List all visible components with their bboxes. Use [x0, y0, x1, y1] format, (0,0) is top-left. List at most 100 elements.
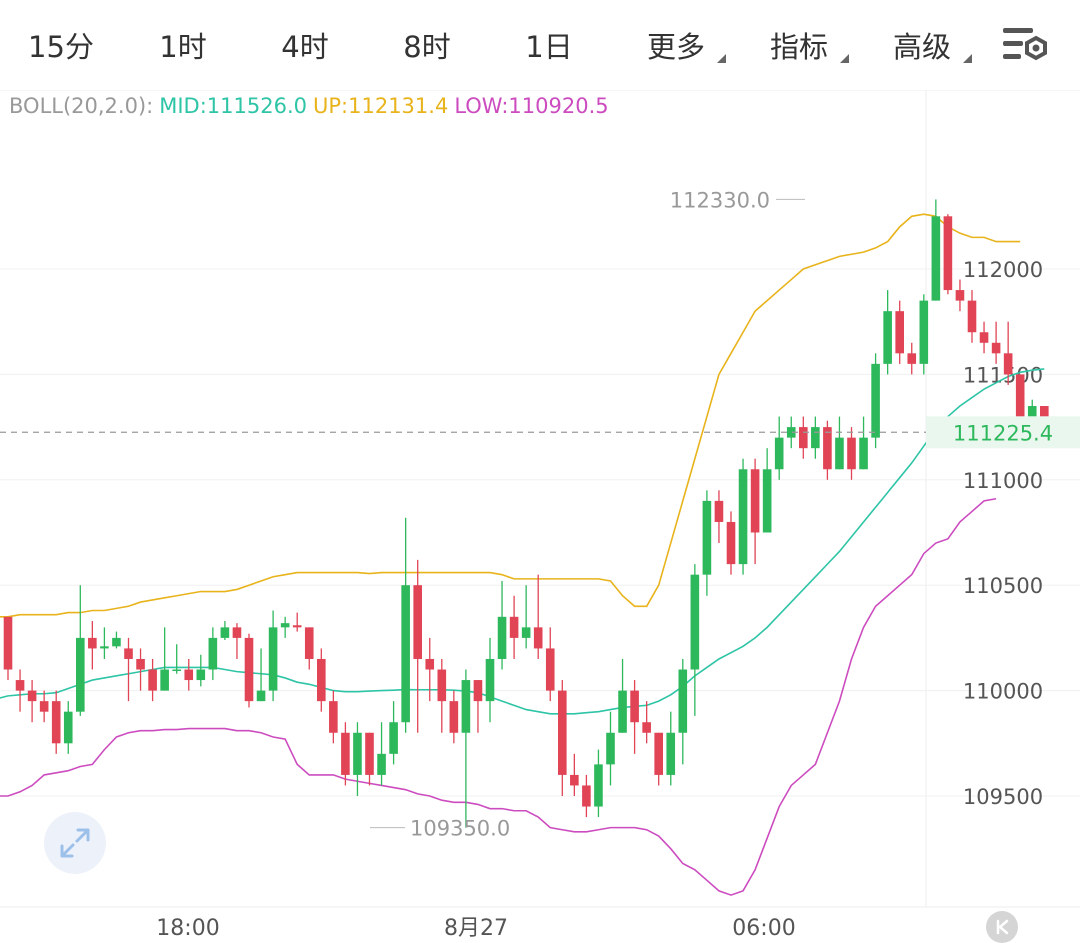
tab-advanced[interactable]: 高级: [868, 0, 976, 90]
chart-settings-button[interactable]: [970, 0, 1080, 90]
boll-name: BOLL(20,2.0):: [9, 94, 154, 118]
candle-body: [762, 469, 772, 533]
candle-body: [268, 627, 278, 691]
boll-up: UP:112131.4: [313, 94, 449, 118]
candle-body: [485, 658, 495, 702]
tab-15min[interactable]: 15分: [0, 0, 122, 90]
boll-lower-line: [0, 497, 997, 896]
candle-body: [967, 300, 977, 333]
boll-mid-line: [0, 368, 1045, 715]
candle-body: [835, 437, 844, 470]
dropdown-corner-icon: [963, 54, 972, 63]
candle-body: [654, 732, 663, 775]
candle-body: [811, 427, 820, 449]
candle-body: [136, 658, 145, 670]
chart-settings-icon: [1003, 28, 1047, 61]
candle-body: [220, 627, 230, 638]
price-axis-label: 111500: [963, 363, 1043, 387]
candle-body: [883, 311, 892, 364]
boll-readout: BOLL(20,2.0): MID:111526.0 UP:112131.4 LOW:…: [9, 94, 615, 118]
candlestick-chart[interactable]: 112000 111500 111000 110500 110000 109500 18:0…: [0, 90, 1080, 943]
candle-body: [823, 427, 832, 470]
candle-body: [666, 732, 676, 775]
candle-body: [317, 658, 326, 702]
fullscreen-button[interactable]: [44, 812, 106, 874]
candle-body: [329, 701, 338, 733]
candle-body: [377, 753, 386, 775]
candle-body: [160, 669, 169, 691]
candle-body: [15, 680, 25, 691]
candle-body: [786, 427, 796, 438]
tab-more[interactable]: 更多: [622, 0, 730, 90]
candle-body: [497, 616, 507, 659]
candle-body: [76, 637, 85, 712]
tab-indicators[interactable]: 指标: [745, 0, 853, 90]
candle-body: [594, 764, 603, 807]
candle-body: [63, 711, 73, 744]
high-price-annotation: 112330.0: [670, 188, 770, 212]
expand-icon: [60, 828, 90, 858]
candle-body: [292, 625, 302, 628]
interval-tab-bar: 15分 1时 4时 8时 1日 更多 指标 高级: [0, 0, 1080, 90]
tab-label: 8时: [403, 30, 451, 64]
tab-label: 更多: [646, 30, 705, 64]
candle-body: [871, 363, 880, 438]
tab-label: 15分: [28, 30, 94, 64]
candle-body: [27, 690, 37, 702]
candle-body: [509, 616, 519, 638]
candle-body: [606, 732, 615, 765]
candle-body: [690, 574, 700, 670]
candle-body: [208, 637, 218, 670]
candle-body: [678, 669, 688, 733]
time-axis-label: 8月27: [444, 916, 508, 941]
tab-1h[interactable]: 1时: [122, 0, 244, 90]
candle-body: [630, 690, 639, 723]
candle-body: [859, 437, 868, 470]
tab-label: 高级: [892, 30, 951, 64]
candle-body: [232, 627, 242, 638]
price-axis-label: 110500: [963, 574, 1043, 598]
candle-body: [244, 637, 254, 702]
candle-body: [365, 732, 374, 775]
time-axis-label: 18:00: [156, 916, 219, 941]
candle-body: [545, 648, 555, 691]
scroll-to-start-button[interactable]: [986, 911, 1018, 943]
candle-body: [726, 521, 736, 565]
time-axis-label: 06:00: [732, 916, 795, 941]
candle-body: [389, 722, 398, 754]
candle-body: [413, 585, 422, 659]
candle-body: [702, 500, 712, 575]
tab-1d[interactable]: 1日: [488, 0, 610, 90]
candle-body: [943, 216, 953, 291]
candle-body: [304, 627, 314, 659]
boll-upper-line: [0, 213, 1021, 618]
candle-body: [401, 585, 410, 723]
price-axis-label: 111000: [963, 469, 1043, 493]
price-axis-label: 109500: [963, 785, 1043, 809]
last-price-tag: [926, 416, 1080, 449]
candle-body: [196, 669, 206, 681]
candle-body: [112, 637, 121, 647]
candle-body: [172, 669, 181, 672]
candle-body: [750, 469, 760, 533]
candle-body: [51, 701, 61, 744]
candle-body: [88, 637, 97, 649]
tab-8h[interactable]: 8时: [366, 0, 488, 90]
tab-4h[interactable]: 4时: [244, 0, 366, 90]
candle-body: [473, 680, 483, 702]
candle-body: [533, 627, 543, 649]
candle-body: [184, 669, 194, 681]
candle-body: [895, 311, 904, 354]
candle-body: [148, 669, 157, 691]
candle-body: [955, 290, 965, 301]
tab-label: 1时: [159, 30, 207, 64]
tab-label: 1日: [525, 30, 573, 64]
candle-body: [353, 732, 362, 775]
candle-body: [931, 216, 941, 301]
candle-body: [919, 300, 929, 364]
candle-body: [437, 669, 447, 702]
candle-body: [642, 722, 651, 733]
candle-body: [979, 332, 989, 343]
tab-label: 指标: [769, 30, 828, 64]
candle-body: [3, 616, 13, 670]
